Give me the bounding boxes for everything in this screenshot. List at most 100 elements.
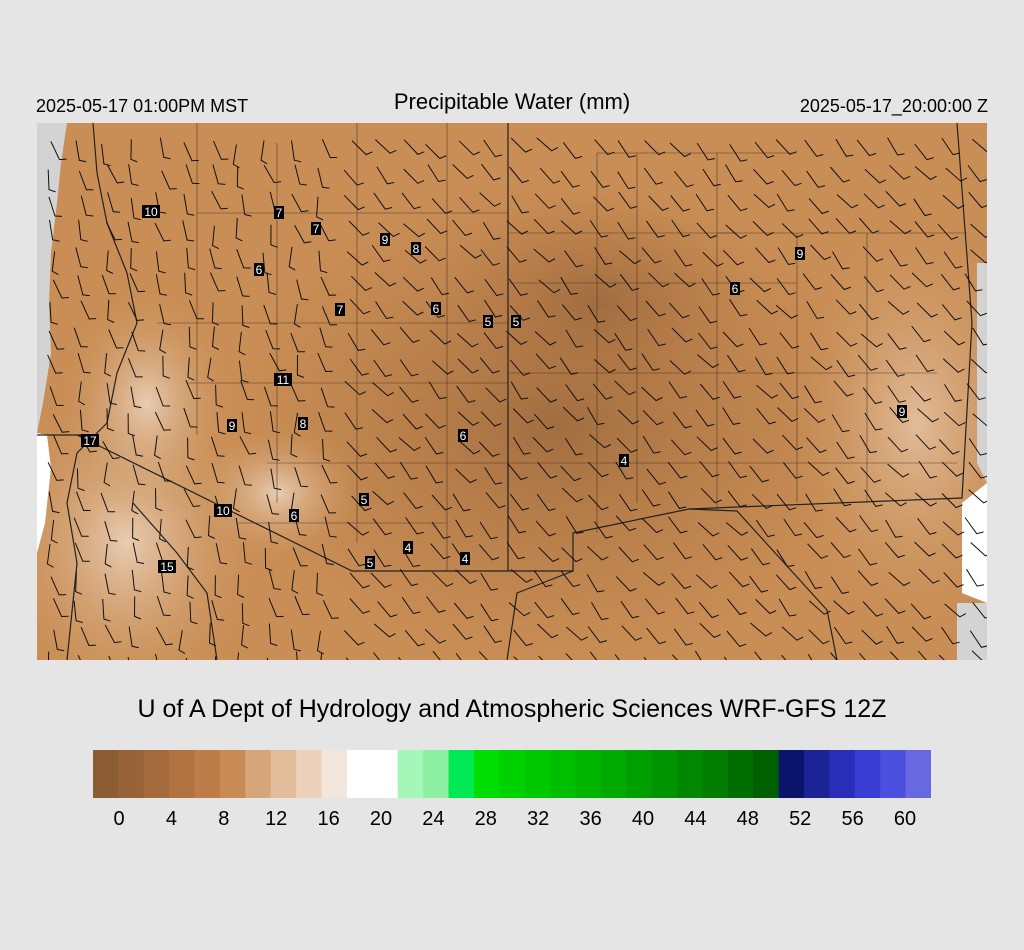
colorbar-swatch (626, 750, 653, 798)
station-value-box (142, 205, 160, 218)
colorbar-swatch (423, 750, 450, 798)
station-value-box (359, 493, 369, 506)
colorbar-tick-label: 56 (841, 808, 864, 830)
station-value-box (227, 419, 237, 432)
station-value-text: 9 (899, 405, 906, 419)
station-value-box (289, 509, 299, 522)
colorbar-swatch (118, 750, 145, 798)
station-value: 6 (289, 509, 299, 523)
station-value-text: 9 (382, 233, 389, 247)
station-value: 4 (460, 552, 470, 566)
colorbar-tick-label: 48 (736, 808, 759, 830)
station-value-box (214, 504, 232, 517)
colorbar-tick-label: 60 (893, 808, 917, 830)
station-value: 5 (365, 556, 375, 570)
station-value-text: 5 (485, 315, 492, 329)
moist-west-shading-north (57, 283, 237, 523)
station-value-box (311, 222, 321, 235)
station-value-box (335, 303, 345, 316)
station-value: 8 (298, 417, 308, 431)
colorbar-swatch (397, 750, 424, 798)
colorbar-tick-label: 52 (789, 808, 812, 830)
station-value-box (458, 429, 468, 442)
station-value-text: 5 (361, 493, 368, 507)
colorbar-swatch (321, 750, 348, 798)
station-value-text: 4 (462, 552, 469, 566)
station-value: 10 (142, 205, 160, 219)
station-value: 6 (254, 263, 264, 277)
station-value: 5 (359, 493, 369, 507)
station-value-text: 5 (367, 556, 374, 570)
colorbar-swatch (550, 750, 577, 798)
station-value-box (795, 247, 805, 260)
station-value-text: 15 (160, 560, 174, 574)
colorbar-swatch (245, 750, 272, 798)
colorbar-tick-label: 24 (422, 808, 445, 830)
state-borders (37, 123, 973, 660)
station-value: 7 (274, 206, 284, 220)
colorbar-tick-label: 36 (579, 808, 602, 830)
station-value-box (81, 434, 99, 447)
station-value: 15 (158, 560, 176, 574)
station-values: 10 7 7 9 8 6 7 6 5 5 9 6 11 9 8 6 9 17 4 10 6 5 4 4 5 15 (81, 205, 907, 574)
station-value-box (483, 315, 493, 328)
station-value-box (511, 315, 521, 328)
local-time-label: 2025-05-17 01:00PM MST (36, 96, 249, 116)
station-value-box (298, 417, 308, 430)
colorbar-swatch (93, 750, 119, 798)
colorbar-swatch (270, 750, 297, 798)
credit-line: U of A Dept of Hydrology and Atmospheric… (137, 695, 887, 723)
colorbar-tick-label: 16 (317, 808, 340, 830)
station-value-text: 6 (460, 429, 467, 443)
station-value-box (254, 263, 264, 276)
colorbar-swatch (499, 750, 526, 798)
colorbar-swatch (372, 750, 399, 798)
station-value-box (619, 454, 629, 467)
station-value: 10 (214, 504, 232, 518)
map-edge-east (977, 263, 987, 483)
colorbar-swatch (677, 750, 704, 798)
valid-time-label: 2025-05-17_20:00:00 Z (799, 96, 988, 116)
station-value-text: 6 (433, 302, 440, 316)
station-value: 7 (335, 303, 345, 317)
wind-barbs (46, 137, 987, 660)
precipitable-water-map: 10 7 7 9 8 6 7 6 5 5 9 6 11 9 8 6 9 17 4 10 6 5 4 4 5 15 (37, 123, 987, 660)
colorbar-labels: 0 4 8 12 16 20 24 28 32 36 40 44 48 52 56 60 (0, 808, 1024, 838)
station-value-text: 5 (513, 315, 520, 329)
colorbar-swatch (804, 750, 831, 798)
map-title: Precipitable Water (mm) (393, 89, 631, 114)
station-value: 9 (795, 247, 805, 261)
colorbar-tick-label: 32 (527, 808, 550, 830)
colorbar-tick-label: 8 (218, 808, 230, 830)
station-value-text: 17 (83, 434, 97, 448)
colorbar-swatch (905, 750, 931, 798)
station-value: 9 (227, 419, 237, 433)
colorbar-swatch (778, 750, 805, 798)
station-value-box (431, 302, 441, 315)
station-value-box (730, 282, 740, 295)
coast-white-west (37, 433, 51, 553)
station-value-text: 7 (313, 222, 320, 236)
station-value: 4 (403, 541, 413, 555)
map-edge-southeast (957, 603, 987, 660)
station-value: 5 (483, 315, 493, 329)
colorbar-swatch (880, 750, 907, 798)
station-value-box (158, 560, 176, 573)
colorbar-swatch (753, 750, 780, 798)
colorbar-swatch (575, 750, 602, 798)
colorbar-tick-label: 44 (684, 808, 707, 830)
station-value-text: 6 (256, 263, 263, 277)
colorbar-tick-label: 20 (369, 808, 393, 830)
colorbar-tick-label: 0 (113, 808, 125, 830)
station-value-text: 7 (337, 303, 344, 317)
station-value: 7 (311, 222, 321, 236)
station-value-text: 9 (229, 419, 236, 433)
station-value-text: 4 (621, 454, 628, 468)
colorbar-swatch (727, 750, 754, 798)
colorbar-swatch (524, 750, 551, 798)
station-value-box (897, 405, 907, 418)
station-value-box (403, 541, 413, 554)
colorbar-swatch (600, 750, 627, 798)
colorbar-tick-label: 12 (265, 808, 288, 830)
colorbar-swatch (169, 750, 196, 798)
